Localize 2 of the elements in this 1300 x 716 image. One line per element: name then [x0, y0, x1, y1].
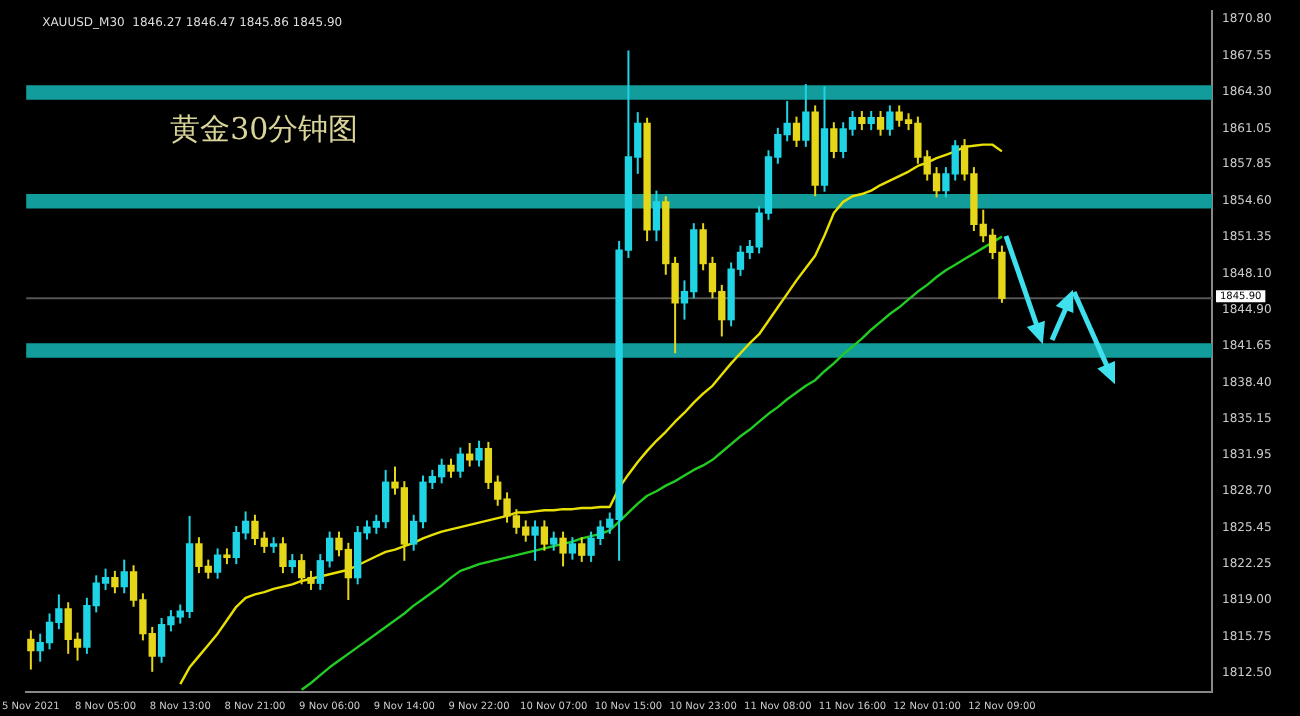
candlestick [531, 520, 539, 561]
text: 黄金30分钟图 [170, 110, 359, 147]
